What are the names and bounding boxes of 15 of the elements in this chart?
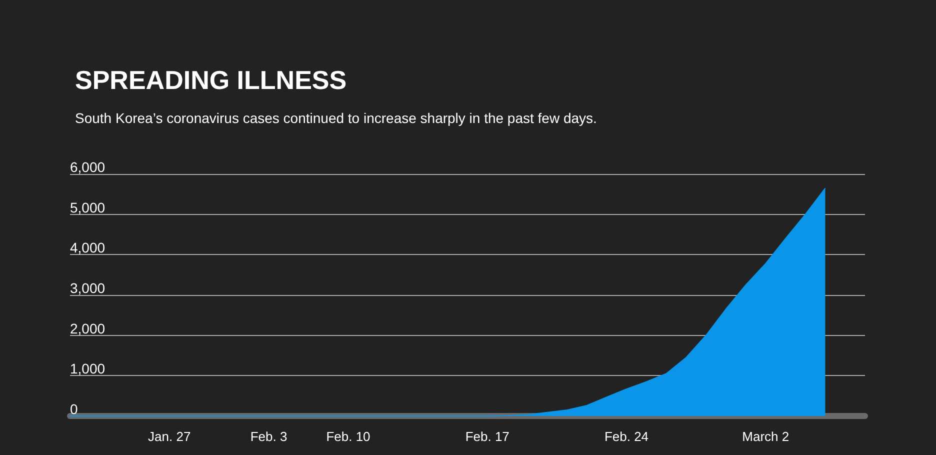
y-tick-label: 4,000 [70,240,106,256]
y-tick-label: 5,000 [70,199,106,216]
y-tick-label: 3,000 [70,280,106,296]
y-tick-label: 1,000 [70,360,106,377]
chart-title: SPREADING ILLNESS [75,65,347,95]
y-tick-label: 0 [70,401,78,417]
x-tick-label: Feb. 17 [465,429,510,444]
x-tick-label: Feb. 24 [604,429,649,444]
y-tick-label: 2,000 [70,320,106,336]
x-tick-label: Feb. 3 [250,429,288,444]
x-tick-label: Jan. 27 [148,429,191,444]
x-tick-label: March 2 [742,429,790,444]
y-tick-label: 6,000 [70,159,106,175]
x-tick-label: Feb. 10 [326,429,370,444]
chart-subtitle: South Korea’s coronavirus cases continued to increase sharply in the past few days. [75,110,597,126]
